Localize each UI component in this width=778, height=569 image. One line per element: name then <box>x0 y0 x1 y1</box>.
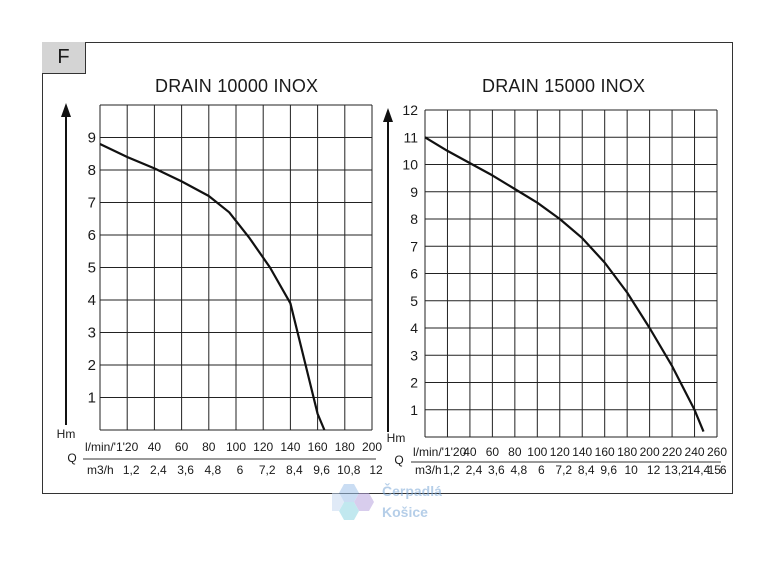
chart2-x-tick-label: 160 <box>595 445 615 459</box>
chart2-y-tick-label: 3 <box>410 347 418 363</box>
chart2-y-tick-label: 1 <box>410 402 418 418</box>
chart2-x-tick-label: 120 <box>550 445 570 459</box>
chart-title-drain-15000: DRAIN 15000 INOX <box>482 76 646 96</box>
chart1-x-tick-label: 140 <box>280 440 300 454</box>
chart2-x-tick-label: 200 <box>640 445 660 459</box>
chart1-x-tick-label-secondary: 4,8 <box>204 463 221 477</box>
chart2-x-tick-label-secondary: 12 <box>647 463 661 477</box>
chart2-x-tick-label: 260 <box>707 445 727 459</box>
chart2-x-tick-label-secondary: 9,6 <box>600 463 617 477</box>
chart2-q-label: Q <box>394 453 403 467</box>
chart2-y-tick-label: 8 <box>410 211 418 227</box>
chart2-y-tick-label: 12 <box>402 102 418 118</box>
chart1-x-tick-label-secondary: 3,6 <box>177 463 194 477</box>
chart1-x-tick-label: 160 <box>308 440 328 454</box>
chart2-x-tick-label-secondary: 2,4 <box>466 463 483 477</box>
chart1-y-tick-label: 9 <box>88 130 96 147</box>
chart2-y-tick-label: 10 <box>402 157 418 173</box>
chart1-x-tick-label: 40 <box>148 440 162 454</box>
watermark-line-2: Košice <box>382 504 428 520</box>
chart-title-drain-10000: DRAIN 10000 INOX <box>155 76 319 96</box>
chart1-y-axis-arrow <box>61 103 71 117</box>
chart2-y-tick-label: 6 <box>410 266 418 282</box>
chart2-x-tick-label-secondary: 1,2 <box>443 463 460 477</box>
chart1-x-tick-label: l/min/'1'20 <box>85 440 139 454</box>
chart1-y-tick-label: 3 <box>88 325 96 342</box>
chart2-y-tick-label: 5 <box>410 293 418 309</box>
chart1-y-tick-label: 1 <box>88 390 96 407</box>
chart2-x-tick-label: 140 <box>572 445 592 459</box>
chart2-x-tick-label: 240 <box>685 445 705 459</box>
chart1-x-tick-label: 200 <box>362 440 382 454</box>
chart1-y-tick-label: 8 <box>88 162 96 179</box>
chart1-q-label: Q <box>67 451 76 465</box>
chart1-x-unit-secondary: m3/h <box>87 463 114 477</box>
chart1-x-tick-label-secondary: 10,8 <box>337 463 361 477</box>
chart1-x-tick-label-secondary: 7,2 <box>259 463 276 477</box>
chart1-x-tick-label-secondary: 6 <box>237 463 244 477</box>
chart2-x-tick-label-secondary: 14,4 <box>687 463 711 477</box>
chart2-y-tick-label: 2 <box>410 375 418 391</box>
chart1-x-tick-label-secondary: 1,2 <box>123 463 140 477</box>
chart2-x-tick-label-secondary: 15 <box>708 463 722 477</box>
chart1-y-tick-label: 6 <box>88 227 96 244</box>
chart1-y-tick-label: 2 <box>88 357 96 374</box>
chart2-x-unit-secondary: m3/h <box>415 463 442 477</box>
chart2-x-tick-label-secondary: 8,4 <box>578 463 595 477</box>
chart2-y-tick-label: 7 <box>410 238 418 254</box>
watermark-line-1: Čerpadlá <box>382 483 442 499</box>
chart1-x-tick-label-secondary: 2,4 <box>150 463 167 477</box>
chart2-x-tick-label: 100 <box>527 445 547 459</box>
chart2-y-tick-label: 4 <box>410 320 418 336</box>
chart1-x-tick-label-secondary: 9,6 <box>313 463 330 477</box>
panel-label: F <box>42 42 86 74</box>
hexagon-cluster-icon <box>332 484 374 520</box>
chart1-x-tick-label-secondary: 12 <box>369 463 383 477</box>
chart1-y-axis-label: Hm <box>57 427 76 441</box>
chart1-x-tick-label-secondary: 8,4 <box>286 463 303 477</box>
chart1-pump-curve <box>99 143 326 431</box>
chart1-x-tick-label: 120 <box>253 440 273 454</box>
figure-frame <box>42 42 733 494</box>
watermark: Čerpadlá Košice <box>330 480 460 526</box>
chart2-x-tick-label-secondary: 6 <box>720 463 727 477</box>
chart2-x-tick-label-secondary: 4,8 <box>511 463 528 477</box>
chart2-x-tick-label: 60 <box>486 445 500 459</box>
chart2-y-tick-label: 11 <box>403 129 418 145</box>
chart1-x-tick-label: 60 <box>175 440 189 454</box>
chart2-pump-curve <box>424 136 705 433</box>
chart1-x-tick-label: 80 <box>202 440 216 454</box>
chart2-x-tick-label: l/min/'1'20 <box>413 445 467 459</box>
chart2-x-tick-label: 40 <box>463 445 477 459</box>
chart2-x-tick-label-secondary: 3,6 <box>488 463 505 477</box>
chart2-x-tick-label: 80 <box>508 445 522 459</box>
chart2-y-tick-label: 9 <box>410 184 418 200</box>
chart1-y-tick-label: 5 <box>88 260 96 277</box>
chart1-y-tick-label: 7 <box>88 195 96 212</box>
chart2-x-tick-label: 220 <box>662 445 682 459</box>
chart1-x-tick-label: 180 <box>335 440 355 454</box>
chart2-y-axis-arrow <box>383 108 393 122</box>
chart2-x-tick-label-secondary: 13,2 <box>664 463 688 477</box>
chart1-x-tick-label: 100 <box>226 440 246 454</box>
chart1-y-tick-label: 4 <box>88 292 96 309</box>
chart2-x-tick-label-secondary: 6 <box>538 463 545 477</box>
chart2-x-tick-label-secondary: 7,2 <box>555 463 572 477</box>
chart2-y-axis-label: Hm <box>387 431 406 445</box>
chart2-x-tick-label: 180 <box>617 445 637 459</box>
chart2-x-tick-label-secondary: 10 <box>624 463 638 477</box>
